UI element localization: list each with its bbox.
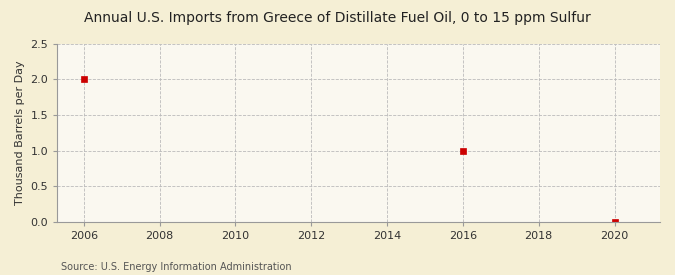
Text: Annual U.S. Imports from Greece of Distillate Fuel Oil, 0 to 15 ppm Sulfur: Annual U.S. Imports from Greece of Disti… <box>84 11 591 25</box>
Text: Source: U.S. Energy Information Administration: Source: U.S. Energy Information Administ… <box>61 262 292 272</box>
Y-axis label: Thousand Barrels per Day: Thousand Barrels per Day <box>15 60 25 205</box>
